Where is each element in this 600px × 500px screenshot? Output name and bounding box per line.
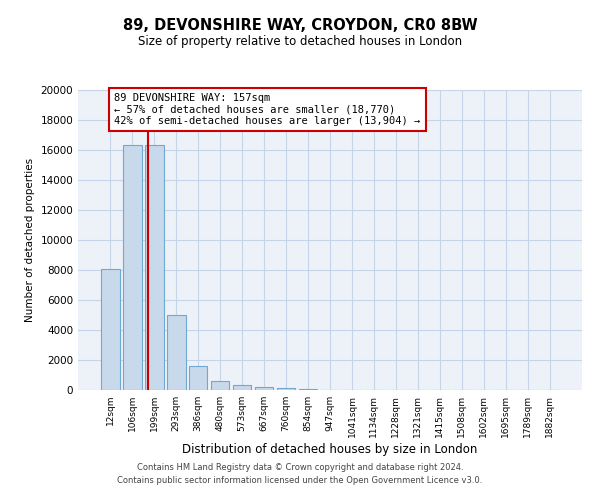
Text: Contains public sector information licensed under the Open Government Licence v3: Contains public sector information licen… bbox=[118, 476, 482, 485]
Bar bbox=[123, 145, 142, 390]
Y-axis label: Number of detached properties: Number of detached properties bbox=[25, 158, 35, 322]
Bar bbox=[189, 366, 208, 390]
X-axis label: Distribution of detached houses by size in London: Distribution of detached houses by size … bbox=[182, 442, 478, 456]
Bar bbox=[167, 315, 185, 390]
Bar bbox=[255, 387, 274, 390]
Bar bbox=[299, 389, 317, 390]
Text: 89, DEVONSHIRE WAY, CROYDON, CR0 8BW: 89, DEVONSHIRE WAY, CROYDON, CR0 8BW bbox=[122, 18, 478, 32]
Text: Contains HM Land Registry data © Crown copyright and database right 2024.: Contains HM Land Registry data © Crown c… bbox=[137, 464, 463, 472]
Text: Size of property relative to detached houses in London: Size of property relative to detached ho… bbox=[138, 35, 462, 48]
Bar bbox=[211, 381, 229, 390]
Bar bbox=[277, 388, 295, 390]
Bar bbox=[145, 146, 164, 390]
Text: 89 DEVONSHIRE WAY: 157sqm
← 57% of detached houses are smaller (18,770)
42% of s: 89 DEVONSHIRE WAY: 157sqm ← 57% of detac… bbox=[114, 93, 421, 126]
Bar bbox=[233, 385, 251, 390]
Bar bbox=[101, 269, 119, 390]
